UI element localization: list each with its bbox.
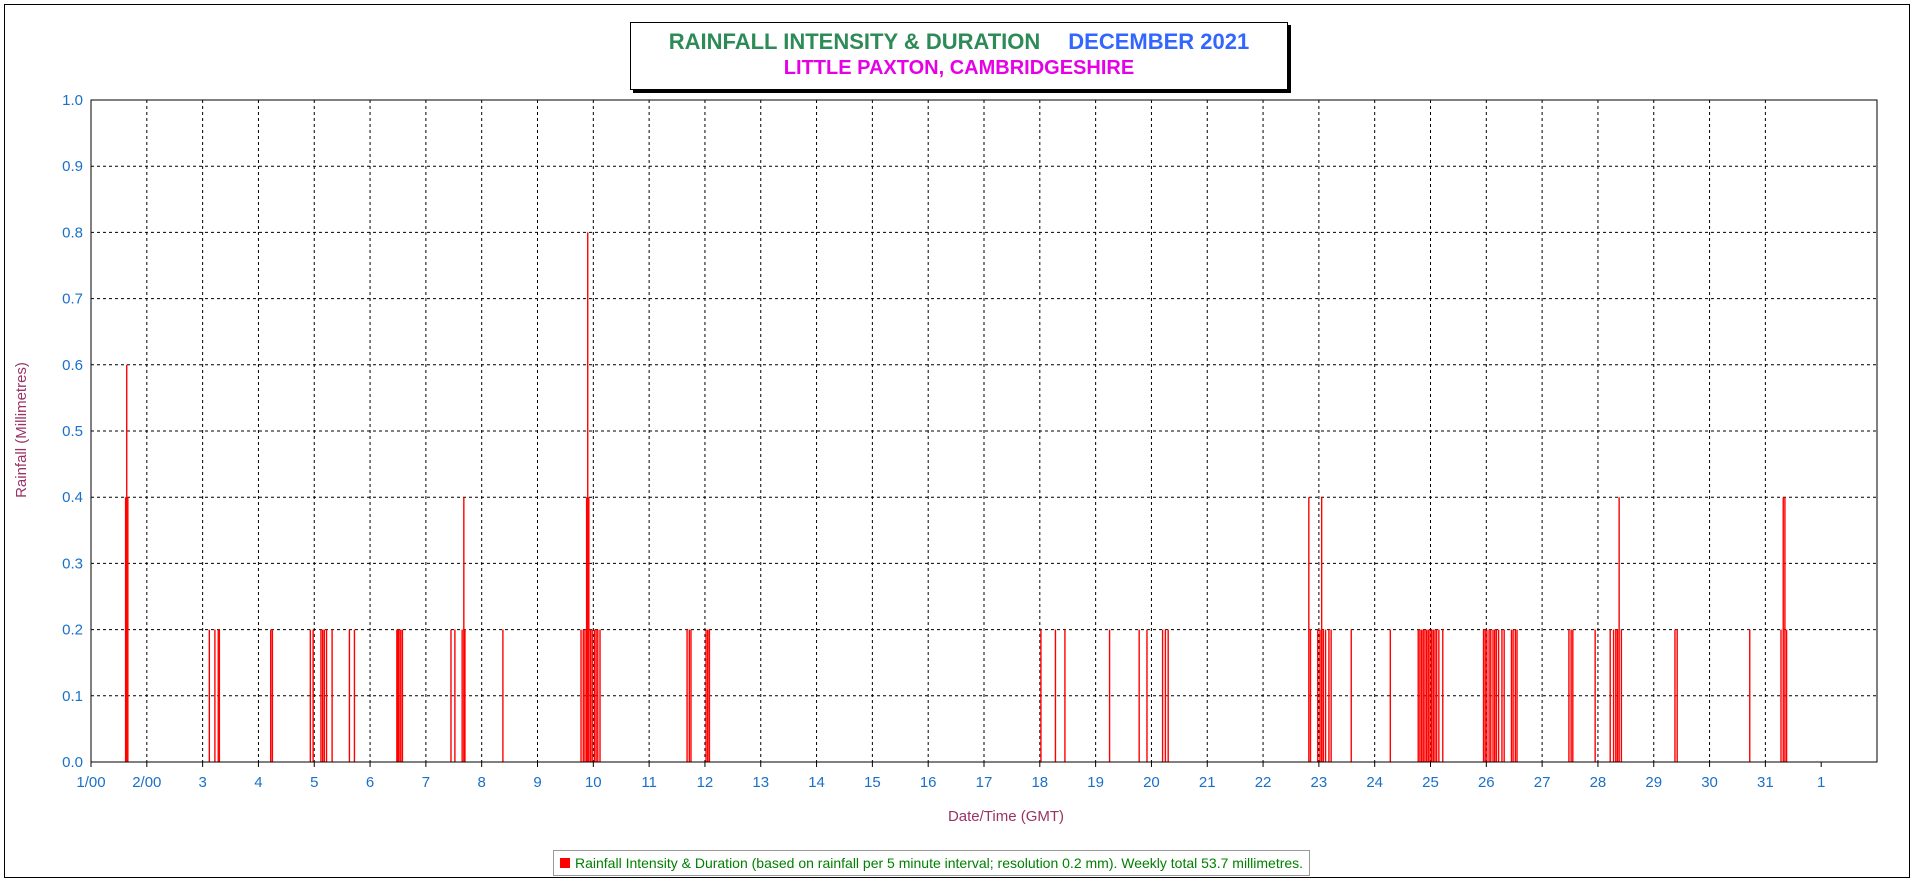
- chart-title-box: RAINFALL INTENSITY & DURATION DECEMBER 20…: [630, 22, 1288, 90]
- x-tick-label: 7: [422, 774, 430, 791]
- x-tick-label: 30: [1701, 774, 1718, 791]
- x-tick-label: 16: [920, 774, 937, 791]
- x-tick-label: 19: [1087, 774, 1104, 791]
- x-tick-label: 25: [1422, 774, 1439, 791]
- x-tick-label: 15: [864, 774, 881, 791]
- x-tick-label: 2/00: [132, 774, 161, 791]
- y-tick-label: 0.1: [62, 688, 83, 705]
- y-tick-label: 0.8: [62, 224, 83, 241]
- x-tick-label: 13: [752, 774, 769, 791]
- x-tick-label: 3: [198, 774, 206, 791]
- y-tick-label: 0.3: [62, 555, 83, 572]
- chart-title-month: DECEMBER 2021: [1068, 29, 1250, 54]
- x-tick-label: 1/00: [76, 774, 105, 791]
- x-tick-label: 10: [585, 774, 602, 791]
- x-tick-label: 8: [478, 774, 486, 791]
- x-tick-label: 18: [1031, 774, 1048, 791]
- x-tick-label: 6: [366, 774, 374, 791]
- x-tick-label: 27: [1534, 774, 1551, 791]
- x-tick-label: 22: [1255, 774, 1272, 791]
- x-tick-label: 20: [1143, 774, 1160, 791]
- legend-swatch: [560, 858, 570, 868]
- y-axis-label: Rainfall (Millimetres): [13, 362, 30, 498]
- x-tick-label: 29: [1645, 774, 1662, 791]
- x-tick-label: 9: [533, 774, 541, 791]
- y-tick-label: 0.2: [62, 622, 83, 639]
- chart-legend: Rainfall Intensity & Duration (based on …: [553, 850, 1311, 876]
- grid-layer: [91, 99, 1877, 762]
- x-tick-label: 26: [1478, 774, 1495, 791]
- y-tick-label: 0.5: [62, 423, 83, 440]
- y-tick-label: 0.0: [62, 754, 83, 771]
- axis-layer: 0.0 0.1 0.2 0.3 0.4 0.5 0.6 0.7 0.8 0.9 1.0 1/00 2/0…: [62, 92, 1878, 791]
- chart-frame: [4, 4, 1910, 878]
- x-tick-label: 28: [1590, 774, 1607, 791]
- plot-area-border: [90, 99, 1878, 763]
- chart-subtitle: LITTLE PAXTON, CAMBRIDGESHIRE: [783, 57, 1135, 79]
- y-tick-label: 0.4: [62, 489, 83, 506]
- y-tick-label: 0.9: [62, 158, 83, 175]
- x-tick-label: 31: [1757, 774, 1774, 791]
- bar-layer: [124, 232, 1788, 762]
- x-tick-label: 24: [1366, 774, 1383, 791]
- x-tick-label: 1: [1817, 774, 1825, 791]
- x-tick-label: 21: [1199, 774, 1216, 791]
- legend-text: Rainfall Intensity & Duration (based on …: [575, 855, 1304, 871]
- x-tick-label: 17: [976, 774, 993, 791]
- x-tick-label: 23: [1311, 774, 1328, 791]
- y-tick-label: 1.0: [62, 92, 83, 109]
- x-axis-label: Date/Time (GMT): [948, 808, 1064, 825]
- x-tick-label: 5: [310, 774, 318, 791]
- y-tick-label: 0.6: [62, 357, 83, 374]
- x-tick-label: 14: [808, 774, 825, 791]
- chart-title: RAINFALL INTENSITY & DURATION: [668, 29, 1041, 54]
- x-tick-label: 4: [254, 774, 262, 791]
- x-tick-label: 12: [697, 774, 714, 791]
- x-tick-label: 11: [641, 774, 657, 791]
- y-tick-label: 0.7: [62, 291, 83, 308]
